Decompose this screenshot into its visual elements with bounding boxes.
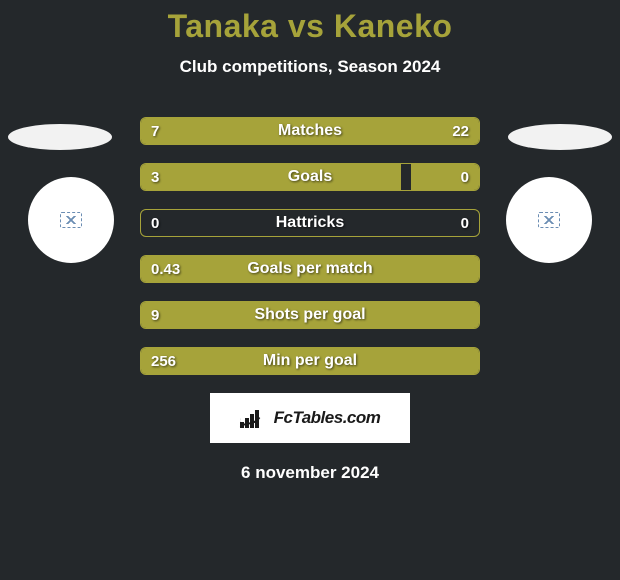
image-placeholder-icon: [60, 212, 82, 228]
stat-row: 00Hattricks: [140, 209, 480, 237]
stat-row: 256Min per goal: [140, 347, 480, 375]
comparison-card: Tanaka vs Kaneko Club competitions, Seas…: [0, 0, 620, 483]
stat-label: Hattricks: [141, 210, 479, 236]
brand-chart-icon: [240, 408, 268, 428]
player-right-avatar: [506, 177, 592, 263]
player-left-flag-ellipse: [8, 124, 112, 150]
stat-row: 9Shots per goal: [140, 301, 480, 329]
stat-label: Goals: [141, 164, 479, 190]
stat-label: Min per goal: [141, 348, 479, 374]
image-placeholder-icon: [538, 212, 560, 228]
page-subtitle: Club competitions, Season 2024: [0, 57, 620, 77]
stat-row: 30Goals: [140, 163, 480, 191]
date-label: 6 november 2024: [0, 463, 620, 483]
brand-badge: FcTables.com: [210, 393, 410, 443]
player-left-avatar: [28, 177, 114, 263]
stat-row: 722Matches: [140, 117, 480, 145]
stat-label: Shots per goal: [141, 302, 479, 328]
brand-label: FcTables.com: [274, 408, 381, 428]
stat-row: 0.43Goals per match: [140, 255, 480, 283]
page-title: Tanaka vs Kaneko: [0, 8, 620, 45]
player-right-flag-ellipse: [508, 124, 612, 150]
stat-label: Matches: [141, 118, 479, 144]
stat-label: Goals per match: [141, 256, 479, 282]
